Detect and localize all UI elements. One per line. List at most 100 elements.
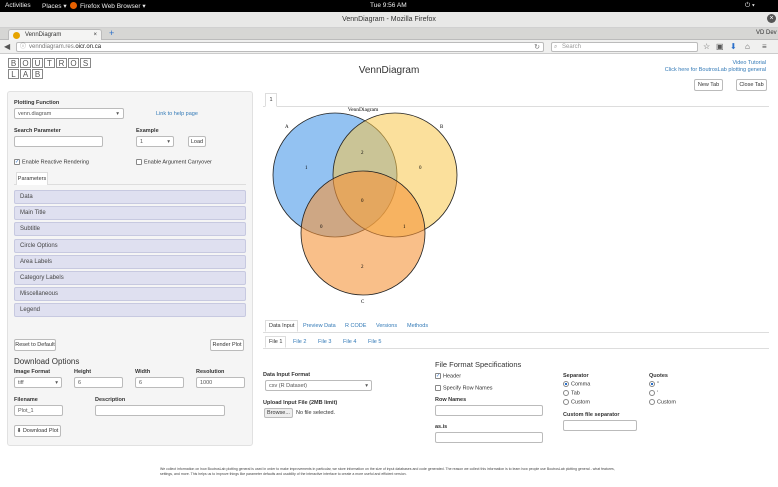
browser-tab[interactable]: VennDiagram ×: [8, 29, 102, 40]
resolution-input[interactable]: 1000: [196, 377, 245, 388]
input-format-select[interactable]: csv (R Dataset) ▾: [265, 380, 372, 391]
plot-tab-1[interactable]: 1: [265, 93, 277, 107]
new-tab-button[interactable]: New Tab: [694, 79, 723, 91]
custom-separator-input[interactable]: [563, 420, 637, 431]
tab-methods[interactable]: Methods: [407, 323, 429, 329]
panel-circle-options[interactable]: Circle Options: [14, 238, 246, 253]
width-input[interactable]: 6: [135, 377, 184, 388]
search-placeholder: Search: [562, 44, 582, 50]
close-tab-button[interactable]: Close Tab: [736, 79, 767, 91]
activities-button[interactable]: Activities: [5, 2, 31, 9]
tab-close-icon[interactable]: ×: [93, 32, 97, 38]
power-icon[interactable]: ⏻ ▾: [745, 2, 755, 9]
data-tabbar: Data Input Preview Data R CODE Versions Meth…: [263, 320, 769, 333]
separators-radio-1[interactable]: Tab: [563, 390, 580, 396]
tab-file-3[interactable]: File 3: [318, 339, 332, 345]
set-label-c: C: [361, 300, 365, 305]
reactive-rendering-checkbox[interactable]: ✓ Enable Reactive Rendering: [14, 159, 89, 165]
window-close-icon[interactable]: ×: [767, 14, 776, 23]
venn-diagram: VennDiagram A B C 1 0 2 0 0 1 2: [272, 107, 458, 305]
clock[interactable]: Tue 9:56 AM: [370, 2, 407, 9]
quotes-radio-0[interactable]: ": [649, 381, 659, 387]
example-select[interactable]: 1 ▾: [136, 136, 174, 147]
browse-button[interactable]: Browse...: [264, 408, 293, 418]
plotting-function-select[interactable]: venn.diagram ▾: [14, 108, 124, 119]
as-is-label: as.is: [435, 424, 448, 430]
tab-file-5[interactable]: File 5: [368, 339, 382, 345]
radio-icon: [649, 390, 655, 396]
reload-icon[interactable]: ↻: [534, 44, 540, 51]
separators-label: Comma: [571, 381, 591, 388]
tab-versions[interactable]: Versions: [376, 323, 398, 329]
as-is-input[interactable]: [435, 432, 543, 443]
menu-icon[interactable]: ≡: [762, 42, 767, 51]
load-button[interactable]: Load: [188, 136, 206, 147]
gnome-top-bar: Activities Places ▾ Firefox Web Browser …: [0, 0, 778, 12]
height-label: Height: [74, 369, 92, 375]
panel-category-labels[interactable]: Category Labels: [14, 271, 246, 285]
app-menu[interactable]: Firefox Web Browser ▾: [80, 3, 146, 10]
row-names-checkbox[interactable]: Specify Row Names: [435, 385, 493, 391]
input-format-label: Data Input Format: [263, 372, 311, 378]
logo-letter: U: [32, 58, 43, 68]
search-bar[interactable]: ⌕ Search: [551, 42, 698, 52]
panel-legend[interactable]: Legend: [14, 303, 246, 318]
description-label: Description: [95, 397, 126, 403]
bpg-link[interactable]: Click here for BoutrosLab plotting gener…: [664, 67, 766, 73]
panel-main-title[interactable]: Main Title: [14, 206, 246, 221]
quotes-radio-1[interactable]: ': [649, 390, 658, 396]
places-menu[interactable]: Places ▾: [42, 3, 67, 10]
panel-area-labels[interactable]: Area Labels: [14, 254, 246, 269]
separators-label: Tab: [571, 390, 580, 397]
back-icon[interactable]: ◀: [4, 42, 11, 51]
description-input[interactable]: [95, 405, 225, 416]
height-input[interactable]: 6: [74, 377, 123, 388]
input-format-value: csv (R Dataset): [269, 383, 307, 389]
separators-radio-2[interactable]: Custom: [563, 399, 590, 405]
profile-name: VD Dev: [756, 30, 777, 36]
quotes-radio-2[interactable]: Custom: [649, 399, 676, 405]
filename-input[interactable]: Plot_1: [14, 405, 63, 416]
row-names-input[interactable]: [435, 405, 543, 416]
tab-file-4[interactable]: File 4: [343, 339, 357, 345]
download-icon[interactable]: ⬇: [730, 42, 737, 51]
set-label-b: B: [440, 125, 444, 130]
firefox-icon: [70, 2, 77, 9]
count-a-only: 1: [305, 166, 308, 171]
logo-letter: A: [20, 69, 31, 79]
panel-data[interactable]: Data: [14, 190, 246, 204]
bookmark-star-icon[interactable]: ☆: [703, 42, 711, 51]
separators-radio-0[interactable]: Comma: [563, 381, 590, 387]
home-icon[interactable]: ⌂: [745, 42, 750, 51]
tab-r-code[interactable]: R CODE: [345, 323, 367, 329]
url-bar[interactable]: ⓘ venndiagram.res.oicr.on.ca ↻: [16, 42, 544, 52]
panel-miscellaneous[interactable]: Miscellaneous: [14, 287, 246, 302]
tab-file-2[interactable]: File 2: [293, 339, 307, 345]
tab-data-input[interactable]: Data Input: [265, 320, 299, 332]
render-plot-button[interactable]: Render Plot: [210, 339, 244, 351]
search-parameter-input[interactable]: [14, 136, 103, 147]
count-b-only: 0: [419, 166, 422, 171]
set-c-circle: [300, 170, 426, 296]
search-icon: ⌕: [554, 44, 558, 50]
tab-parameters[interactable]: Parameters: [16, 172, 48, 185]
panel-subtitle[interactable]: Subtitle: [14, 222, 246, 237]
tab-preview-data[interactable]: Preview Data: [303, 323, 336, 329]
separator-label: Separator: [563, 373, 589, 379]
argument-carryover-checkbox[interactable]: Enable Argument Carryover: [136, 159, 212, 165]
help-link[interactable]: Link to help page: [156, 111, 198, 117]
plotting-function-label: Plotting Function: [14, 100, 60, 106]
download-plot-button[interactable]: ⬇ Download Plot: [14, 425, 61, 437]
video-tutorial-link[interactable]: Video Tutorial: [732, 60, 766, 66]
clipboard-icon[interactable]: ▣: [716, 42, 724, 51]
row-names-field-label: Row Names: [435, 397, 467, 403]
checkbox-icon: [136, 159, 142, 165]
header-checkbox[interactable]: ✓ Header: [435, 373, 461, 379]
reset-default-button[interactable]: Reset to Default: [14, 339, 56, 351]
image-format-select[interactable]: tiff ▾: [14, 377, 62, 388]
tab-file-1[interactable]: File 1: [265, 336, 287, 348]
new-tab-icon[interactable]: +: [109, 28, 115, 38]
radio-icon: [563, 390, 569, 396]
